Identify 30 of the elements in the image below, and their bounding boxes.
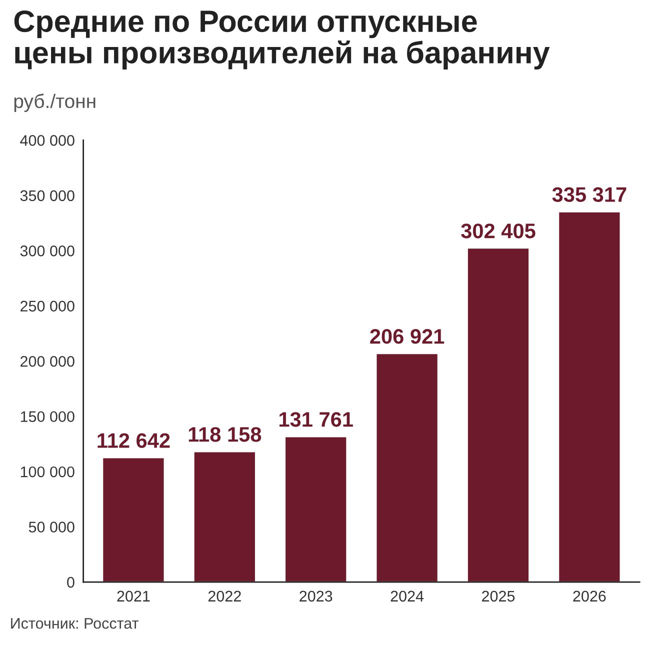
y-tick-label: 100 000 [20, 466, 74, 478]
y-tick-label: 300 000 [20, 246, 74, 256]
x-tick-label: 2021 [117, 590, 150, 602]
y-tick-label: 250 000 [20, 300, 74, 312]
text: Источник: Росстат [11, 618, 139, 629]
data-label: 112 642 [98, 433, 170, 448]
chart-subtitle: руб./тонн [14, 94, 96, 112]
x-tick-label: 2023 [300, 590, 332, 602]
data-label: 335 317 [552, 187, 626, 202]
x-tick-label: 2022 [208, 590, 241, 602]
bar [102, 456, 166, 582]
chart-title: Средние по России отпускные цены производителей на баранину [14, 10, 550, 70]
y-tick-label: 200 000 [20, 356, 74, 367]
data-label: 118 158 [188, 427, 262, 442]
bar [558, 210, 622, 582]
x-tick-label: 2025 [482, 590, 515, 602]
data-label: 302 405 [461, 224, 536, 238]
x-tick-label: 2024 [390, 590, 424, 602]
y-tick-label: 400 000 [20, 135, 74, 146]
bar [284, 436, 348, 582]
data-label: 206 921 [370, 329, 444, 344]
y-tick-label: 350 000 [20, 190, 74, 202]
bar [466, 247, 530, 582]
y-tick-label: 50 000 [28, 522, 74, 532]
data-label: 131 761 [280, 412, 353, 427]
y-tick-label: 0 [67, 576, 74, 588]
y-tick-label: 150 000 [20, 411, 74, 422]
x-tick-label: 2026 [573, 590, 606, 602]
bar [375, 352, 439, 582]
bar [192, 450, 256, 582]
